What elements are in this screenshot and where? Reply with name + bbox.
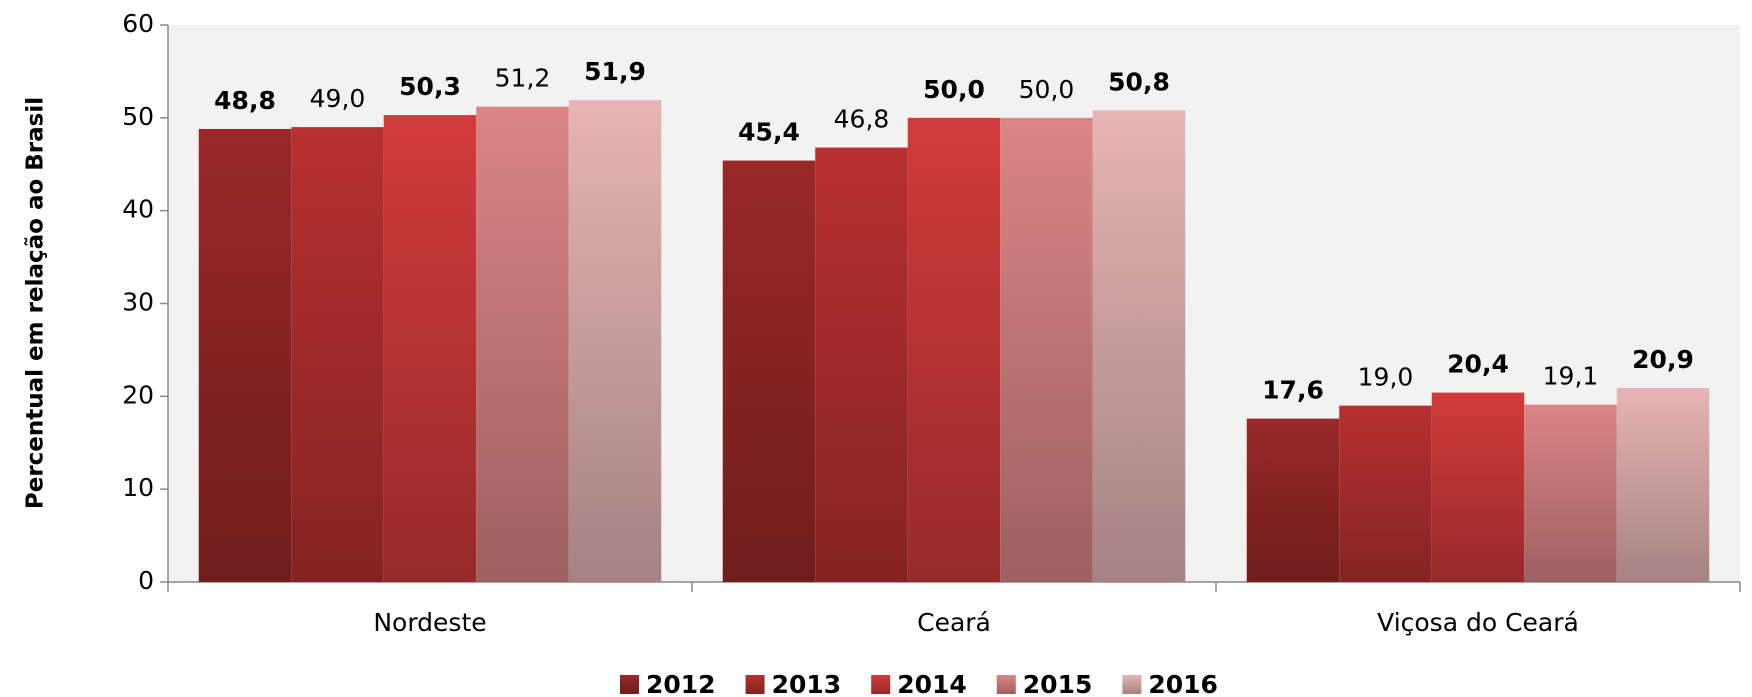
value-label: 50,0 [923,75,985,104]
value-label: 20,9 [1632,345,1694,374]
bar [1246,418,1340,582]
legend-swatch [620,675,639,694]
y-tick-label: 50 [122,102,154,131]
y-axis-label: Percentual em relação ao Brasil [23,97,49,509]
legend-swatch [1122,675,1142,694]
x-tick-label: Viçosa do Ceará [1377,608,1579,637]
legend-swatch [996,675,1016,694]
bar [1616,387,1710,582]
bar [1000,117,1093,582]
y-tick-label: 0 [138,566,154,595]
value-label: 19,0 [1358,363,1414,392]
bar [815,147,908,583]
y-tick-label: 10 [122,473,154,502]
value-label: 50,0 [1019,75,1075,104]
value-label: 51,2 [495,64,551,93]
bar [383,115,477,582]
x-tick-label: Nordeste [373,608,486,637]
bar [907,117,1001,582]
legend-swatch [745,675,765,694]
bar [291,127,384,582]
x-tick-label: Ceará [917,608,991,637]
bar [198,128,292,582]
bar [476,106,569,583]
y-tick-label: 60 [122,9,154,38]
legend-label: 2014 [897,670,967,697]
value-label: 45,4 [738,118,800,147]
legend-swatch [871,675,891,694]
bar [1524,404,1617,582]
value-label: 48,8 [214,86,276,115]
value-label: 50,8 [1108,67,1170,96]
bar [1431,392,1525,582]
value-label: 19,1 [1543,362,1599,391]
value-label: 20,4 [1447,350,1509,379]
y-tick-label: 30 [122,288,154,317]
y-tick-label: 20 [122,380,154,409]
legend-label: 2012 [646,670,716,697]
value-label: 50,3 [399,72,461,101]
legend-label: 2013 [772,670,842,697]
value-label: 46,8 [834,105,890,134]
bar [568,100,662,582]
value-label: 17,6 [1262,376,1324,405]
bar [722,160,816,582]
value-label: 51,9 [584,57,646,86]
bar [1339,405,1432,582]
legend-label: 2016 [1148,670,1218,697]
bar [1092,110,1186,582]
y-tick-label: 40 [122,195,154,224]
value-label: 49,0 [310,84,366,113]
legend-label: 2015 [1023,670,1093,697]
